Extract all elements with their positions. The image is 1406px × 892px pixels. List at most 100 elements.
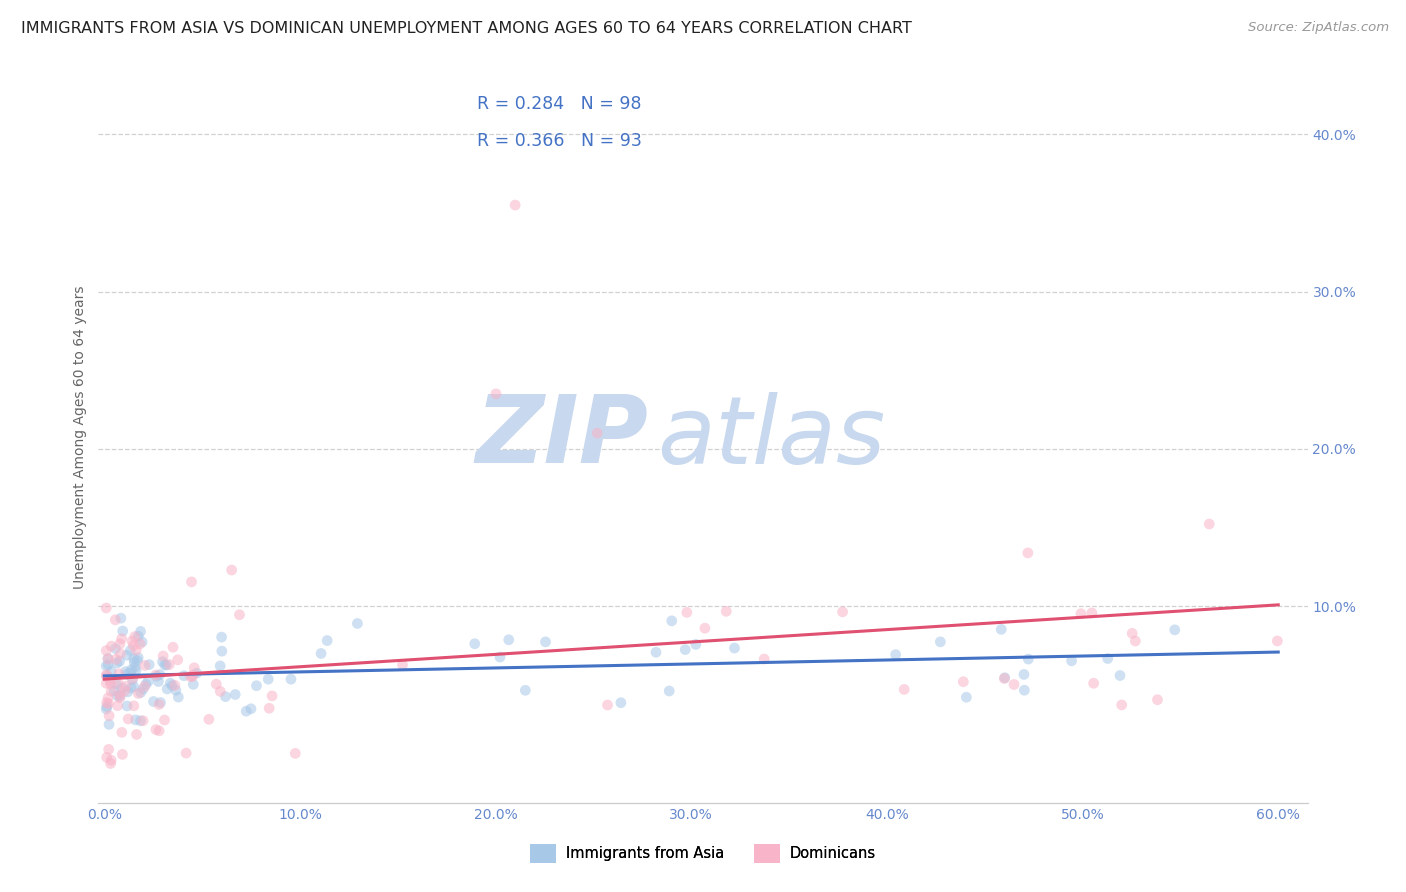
Point: [162, 640, 184, 655]
Point: [645, 645, 668, 659]
Point: [148, 723, 170, 738]
Point: [121, 634, 143, 648]
Point: [129, 624, 152, 639]
Point: [97, 652, 120, 666]
Point: [994, 671, 1017, 685]
Point: [186, 666, 208, 681]
Point: [97, 690, 120, 705]
Point: [96, 696, 118, 710]
Point: [120, 665, 142, 680]
Point: [117, 685, 139, 699]
Point: [1111, 698, 1133, 712]
Point: [723, 641, 745, 656]
Point: [148, 698, 170, 712]
Point: [224, 688, 246, 702]
Point: [100, 665, 122, 679]
Point: [831, 605, 853, 619]
Point: [108, 690, 131, 705]
Point: [127, 653, 149, 667]
Text: Source: ZipAtlas.com: Source: ZipAtlas.com: [1249, 21, 1389, 35]
Point: [245, 679, 267, 693]
Point: [142, 694, 165, 708]
Point: [121, 672, 143, 686]
Point: [153, 713, 176, 727]
Point: [952, 674, 974, 689]
Point: [125, 643, 148, 657]
Point: [1017, 546, 1039, 560]
Point: [97, 651, 120, 665]
Point: [211, 630, 233, 644]
Point: [129, 714, 152, 728]
Point: [96, 659, 118, 673]
Point: [100, 753, 122, 767]
Point: [122, 652, 145, 666]
Point: [1198, 516, 1220, 531]
Point: [105, 689, 128, 703]
Point: [114, 684, 136, 698]
Point: [122, 698, 145, 713]
Point: [180, 574, 202, 589]
Point: [134, 680, 156, 694]
Text: R = 0.284   N = 98: R = 0.284 N = 98: [477, 95, 641, 113]
Text: ZIP: ZIP: [475, 391, 648, 483]
Point: [105, 677, 128, 691]
Point: [610, 696, 633, 710]
Point: [179, 669, 201, 683]
Point: [107, 698, 129, 713]
Point: [181, 668, 204, 682]
Point: [105, 652, 128, 666]
Point: [214, 690, 236, 704]
Point: [110, 647, 132, 661]
Point: [114, 679, 136, 693]
Point: [98, 717, 121, 731]
Point: [993, 672, 1015, 686]
Point: [1083, 676, 1105, 690]
Point: [257, 701, 280, 715]
Point: [115, 698, 138, 713]
Point: [346, 616, 368, 631]
Point: [1060, 654, 1083, 668]
Point: [280, 672, 302, 686]
Point: [489, 650, 512, 665]
Point: [1017, 652, 1039, 666]
Point: [515, 683, 537, 698]
Point: [152, 648, 174, 663]
Point: [97, 657, 120, 672]
Point: [111, 681, 134, 695]
Point: [96, 669, 118, 683]
Point: [121, 673, 143, 687]
Point: [1146, 692, 1168, 706]
Point: [97, 742, 120, 756]
Point: [96, 699, 118, 714]
Point: [111, 624, 134, 638]
Point: [149, 696, 172, 710]
Point: [115, 667, 138, 681]
Point: [153, 657, 176, 672]
Point: [209, 684, 232, 698]
Point: [108, 690, 131, 704]
Point: [107, 676, 129, 690]
Point: [1265, 634, 1288, 648]
Point: [160, 679, 183, 693]
Point: [498, 632, 520, 647]
Point: [228, 607, 250, 622]
Point: [198, 712, 221, 726]
Point: [96, 601, 118, 615]
Point: [149, 667, 172, 681]
Point: [127, 687, 149, 701]
Point: [122, 680, 145, 694]
Point: [108, 637, 131, 651]
Point: [145, 668, 167, 682]
Point: [114, 665, 136, 679]
Point: [121, 663, 143, 677]
Point: [754, 652, 776, 666]
Point: [108, 687, 131, 701]
Point: [1014, 683, 1036, 698]
Point: [152, 655, 174, 669]
Point: [165, 683, 187, 698]
Point: [1070, 607, 1092, 621]
Point: [125, 663, 148, 677]
Point: [955, 690, 977, 705]
Point: [111, 747, 134, 762]
Point: [693, 621, 716, 635]
